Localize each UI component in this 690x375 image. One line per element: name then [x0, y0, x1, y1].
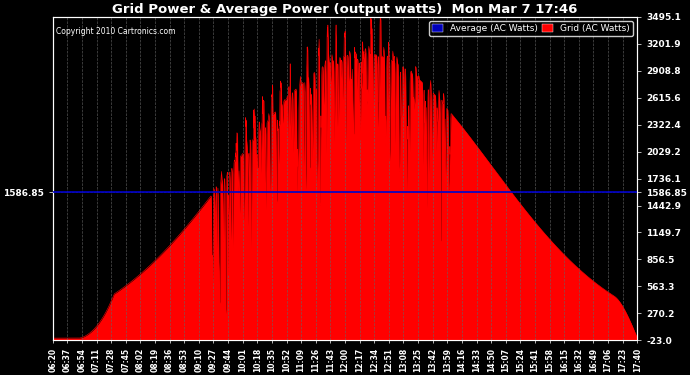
Title: Grid Power & Average Power (output watts)  Mon Mar 7 17:46: Grid Power & Average Power (output watts…: [112, 3, 578, 16]
Legend: Average (AC Watts), Grid (AC Watts): Average (AC Watts), Grid (AC Watts): [429, 21, 633, 36]
Text: Copyright 2010 Cartronics.com: Copyright 2010 Cartronics.com: [56, 27, 175, 36]
